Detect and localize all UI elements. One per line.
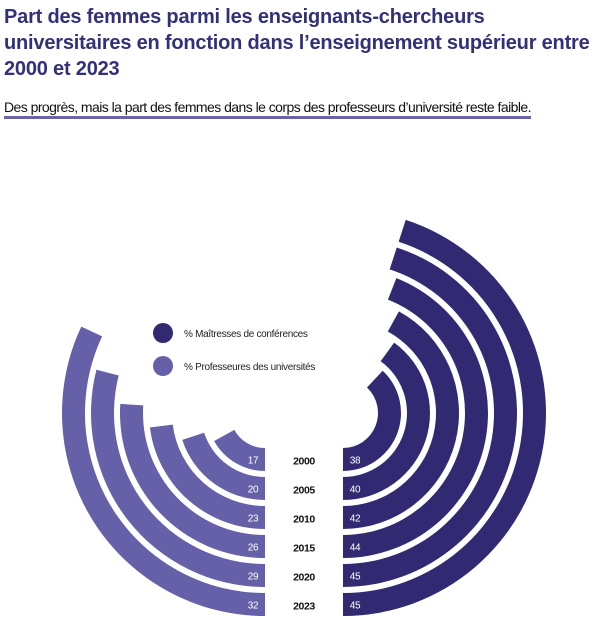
legend-swatch-maitresses [153, 323, 173, 343]
bar-maitresses-2010 [343, 311, 459, 529]
legend: % Maîtresses de conférences % Professeur… [153, 323, 316, 376]
bar-professeures-2005 [182, 432, 265, 500]
bar-maitresses-2000 [343, 370, 401, 471]
legend-swatch-professeures [153, 356, 173, 376]
data-label: 45 [350, 601, 361, 612]
year-label: 2005 [293, 485, 315, 497]
bar-professeures-2015 [120, 403, 265, 558]
legend-label-professeures: % Professeures des universités [184, 362, 315, 373]
data-label: 17 [248, 456, 259, 467]
year-label: 2023 [293, 601, 315, 613]
data-label: 42 [350, 514, 361, 525]
year-label: 2020 [293, 572, 315, 584]
bar-maitresses-2023 [343, 219, 546, 616]
bar-professeures-2023 [61, 326, 266, 616]
year-label: 2010 [293, 514, 315, 526]
data-label: 44 [350, 543, 361, 554]
data-label: 20 [248, 485, 259, 496]
bar-maitresses-2005 [343, 342, 431, 500]
data-label: 38 [350, 456, 361, 467]
chart-title: Part des femmes parmi les enseignants-ch… [4, 6, 590, 80]
legend-label-maitresses: % Maîtresses de conférences [184, 329, 308, 340]
chart-subtitle: Des progrès, mais la part des femmes dan… [4, 99, 532, 115]
data-label: 32 [248, 601, 259, 612]
data-label: 26 [248, 543, 259, 554]
bar-maitresses-2015 [343, 278, 489, 558]
data-label: 29 [248, 572, 259, 583]
bar-professeures-2010 [149, 424, 265, 529]
year-label: 2000 [293, 456, 315, 468]
data-label: 40 [350, 485, 361, 496]
data-label: 23 [248, 514, 259, 525]
bar-professeures-2020 [90, 369, 265, 587]
year-label: 2015 [293, 543, 315, 555]
bar-maitresses-2020 [343, 247, 517, 588]
bar-professeures-2000 [214, 429, 265, 471]
data-label: 45 [350, 572, 361, 583]
